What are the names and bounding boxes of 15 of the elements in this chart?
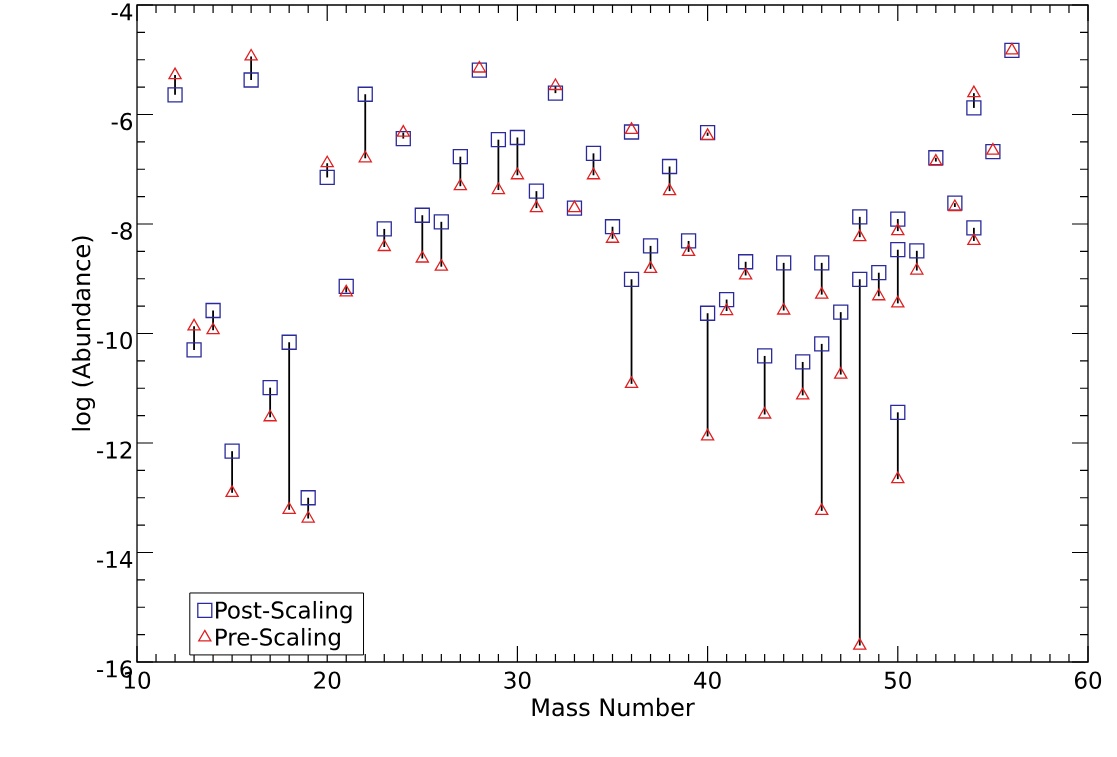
x-tick-label: 60 [1074, 671, 1102, 689]
x-tick-label: 40 [694, 671, 721, 689]
y-tick-label: -10 [97, 331, 132, 350]
y-axis-title: log (Abundance) [71, 236, 96, 431]
y-tick-label: -6 [111, 112, 133, 131]
y-tick-label: -8 [111, 222, 132, 240]
x-tick-label: 30 [504, 671, 531, 689]
y-tick-label: -4 [111, 3, 133, 21]
x-tick-label: 50 [884, 671, 911, 689]
x-axis-title: Mass Number [532, 697, 695, 717]
legend-label: Post-Scaling [216, 600, 352, 624]
y-tick-label: -14 [97, 551, 133, 568]
x-tick-label: 20 [314, 671, 341, 689]
y-tick-label: -12 [97, 441, 132, 459]
legend-label: Pre-Scaling [216, 627, 340, 651]
